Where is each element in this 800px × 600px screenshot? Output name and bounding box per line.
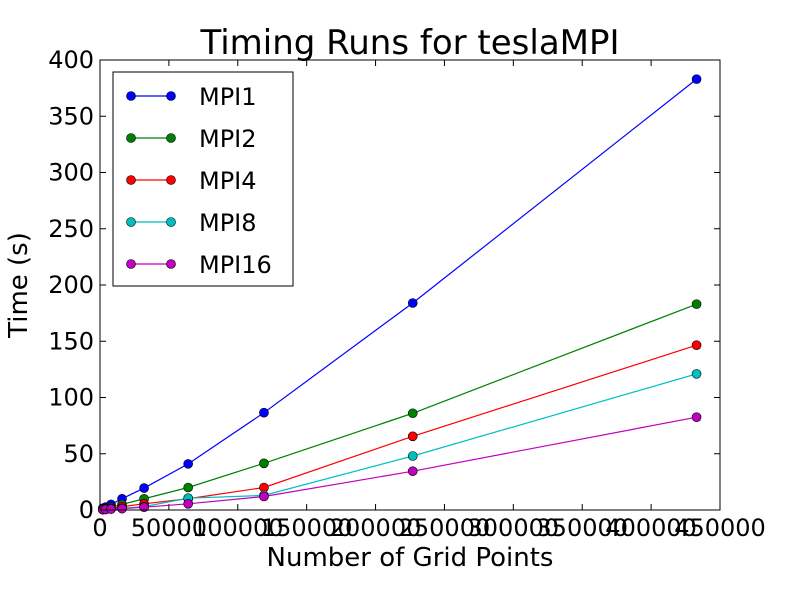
legend-marker xyxy=(126,91,136,101)
y-tick-label: 50 xyxy=(63,440,94,468)
legend-marker xyxy=(166,91,176,101)
legend-item-mpi16: MPI16 xyxy=(126,251,272,279)
legend-label: MPI8 xyxy=(199,209,257,237)
x-tick-label: 400000 xyxy=(605,514,697,542)
y-tick-label: 150 xyxy=(48,327,94,355)
series-mpi16 xyxy=(97,412,702,515)
x-tick-label: 250000 xyxy=(399,514,491,542)
y-tick-label: 200 xyxy=(48,271,94,299)
legend-marker xyxy=(126,217,136,227)
data-point xyxy=(407,466,418,476)
x-tick-label: 350000 xyxy=(536,514,628,542)
legend-marker xyxy=(166,133,176,143)
y-axis-label: Time (s) xyxy=(4,232,34,339)
legend-marker xyxy=(166,175,176,185)
x-tick-label: 0 xyxy=(92,514,107,542)
legend-item-mpi2: MPI2 xyxy=(126,125,257,153)
legend-item-mpi4: MPI4 xyxy=(126,167,257,195)
data-point xyxy=(139,502,149,512)
data-point xyxy=(407,298,418,308)
data-point xyxy=(183,482,193,493)
legend-label: MPI2 xyxy=(199,125,257,153)
series-layer xyxy=(97,74,702,515)
data-point xyxy=(183,499,193,509)
x-tick-label: 50000 xyxy=(131,514,207,542)
y-tick-label: 100 xyxy=(48,384,94,412)
x-tick-label: 200000 xyxy=(330,514,422,542)
data-point xyxy=(407,408,418,419)
x-tick-label: 100000 xyxy=(192,514,284,542)
legend-marker xyxy=(126,133,136,143)
data-point xyxy=(691,74,702,84)
legend-label: MPI4 xyxy=(199,167,257,195)
y-tick-label: 350 xyxy=(48,102,94,130)
data-point xyxy=(259,407,269,418)
x-tick-label: 300000 xyxy=(468,514,560,542)
legend-marker xyxy=(166,217,176,227)
data-point xyxy=(691,412,702,422)
data-point xyxy=(691,340,702,350)
data-point xyxy=(691,299,702,309)
legend-item-mpi8: MPI8 xyxy=(126,209,257,237)
data-point xyxy=(183,459,193,469)
x-tick-label: 150000 xyxy=(261,514,353,542)
data-point xyxy=(117,503,127,514)
legend-label: MPI16 xyxy=(199,251,272,279)
plot-frame xyxy=(99,59,721,511)
legend-marker xyxy=(126,259,136,269)
legend-frame xyxy=(112,71,294,287)
legend-item-mpi1: MPI1 xyxy=(126,83,257,111)
legend-label: MPI1 xyxy=(199,83,257,111)
data-point xyxy=(106,504,116,514)
x-axis-label: Number of Grid Points xyxy=(267,543,554,573)
data-point xyxy=(407,431,418,442)
data-point xyxy=(407,451,418,461)
legend-marker xyxy=(166,259,176,269)
data-point xyxy=(691,369,702,379)
legend: MPI1 MPI2 MPI4 MPI8 MPI16 xyxy=(112,71,294,287)
y-tick-label: 300 xyxy=(48,159,94,187)
data-point xyxy=(259,458,269,469)
data-point xyxy=(259,491,269,502)
axis-tick-labels: 0 500001000001500002000002500003000003500… xyxy=(48,46,766,542)
x-tick-label: 450000 xyxy=(674,514,766,542)
y-tick-label: 400 xyxy=(48,46,94,74)
chart-title: Timing Runs for teslaMPI xyxy=(199,23,619,63)
data-point xyxy=(139,483,149,493)
y-tick-label: 0 xyxy=(79,496,94,524)
y-tick-label: 250 xyxy=(48,215,94,243)
legend-marker xyxy=(126,175,136,185)
